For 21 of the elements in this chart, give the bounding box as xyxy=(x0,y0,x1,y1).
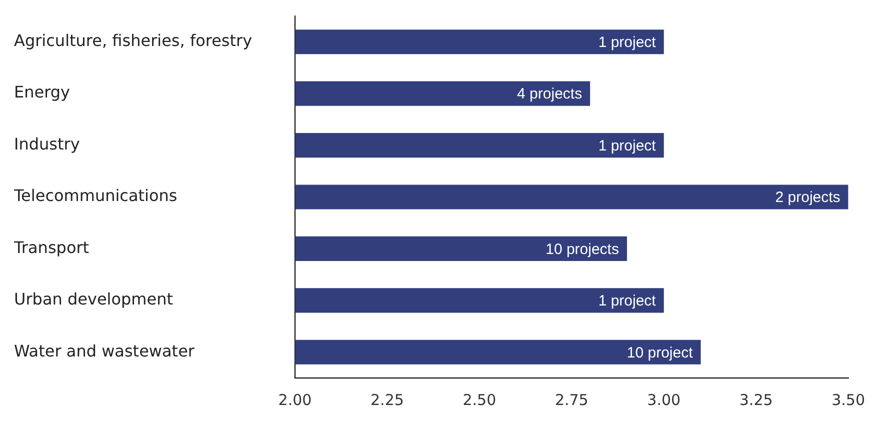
annotation: 1 project xyxy=(598,292,657,310)
y-tick-label: Telecommunications xyxy=(13,186,178,206)
x-tick-label: 3.00 xyxy=(647,390,681,409)
y-tick-label: Transport xyxy=(13,238,90,257)
y-tick-label: Water and wastewater xyxy=(14,341,195,360)
annotation: 4 projects xyxy=(517,86,582,103)
annotation: 1 project xyxy=(598,137,657,154)
x-tick-label: 2.50 xyxy=(462,390,496,409)
y-tick-label: Energy xyxy=(14,82,70,102)
annotation: 1 project xyxy=(598,34,657,51)
y-tick-label: Urban development xyxy=(14,290,174,309)
y-tick-label: Industry xyxy=(14,134,80,154)
annotation: 2 projects xyxy=(775,189,840,206)
x-tick-label: 2.00 xyxy=(278,390,312,409)
annotation: 10 projects xyxy=(546,240,619,258)
annotation: 10 project xyxy=(626,344,694,362)
x-tick-label: 3.25 xyxy=(739,390,773,409)
y-tick-label: Agriculture, fisheries, forestry xyxy=(14,31,252,50)
x-tick-label: 3.50 xyxy=(832,390,866,409)
x-tick-label: 2.25 xyxy=(370,390,404,409)
x-tick-label: 2.75 xyxy=(554,390,588,409)
